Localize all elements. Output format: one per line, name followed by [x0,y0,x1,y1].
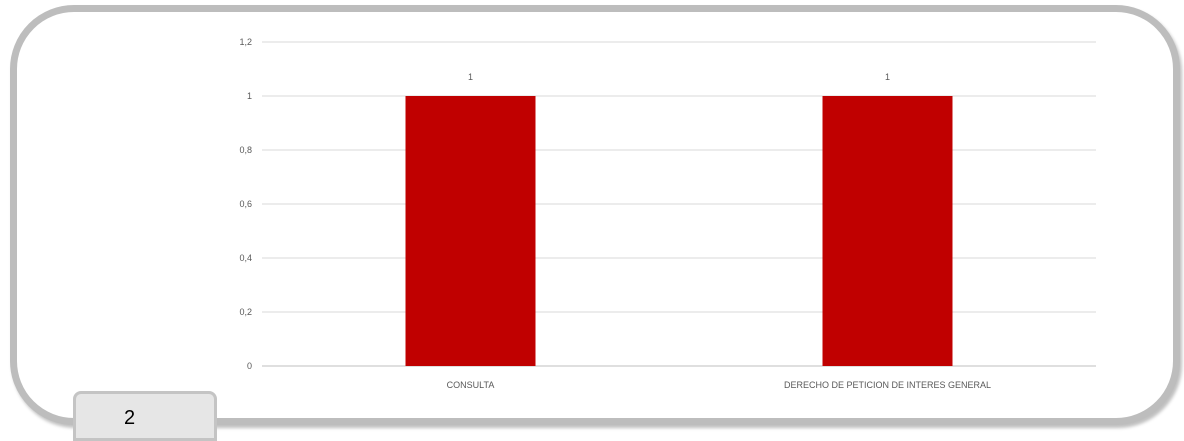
x-category-label: CONSULTA [447,380,495,390]
y-tick-label: 0,8 [239,145,252,155]
bar [822,96,953,366]
y-tick-label: 0,4 [239,253,252,263]
y-tick-label: 1,2 [239,37,252,47]
y-tick-label: 0 [247,361,252,371]
bar [405,96,536,366]
y-tick-label: 0,2 [239,307,252,317]
data-label: 1 [468,72,473,82]
y-tick-label: 1 [247,91,252,101]
data-label: 1 [885,72,890,82]
page-number-tab: 2 [73,391,217,441]
x-category-label: DERECHO DE PETICION DE INTERES GENERAL [784,380,991,390]
page-number: 2 [124,407,136,429]
chart-frame [10,5,1180,425]
y-tick-label: 0,6 [239,199,252,209]
